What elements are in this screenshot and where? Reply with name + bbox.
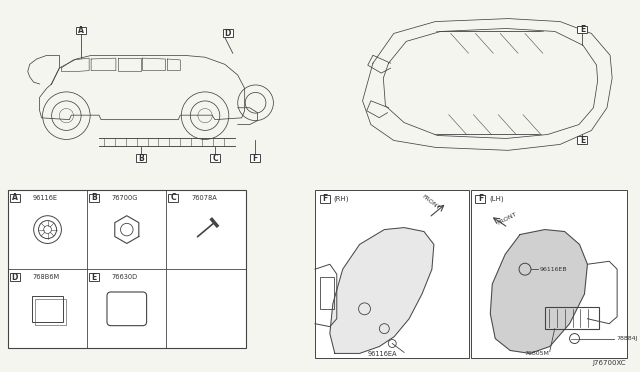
Text: 768B6M: 768B6M bbox=[33, 274, 60, 280]
Bar bbox=[476, 195, 485, 203]
Bar bbox=[32, 296, 63, 322]
Bar bbox=[76, 26, 86, 35]
Text: 76078A: 76078A bbox=[191, 195, 217, 201]
Text: (RH): (RH) bbox=[334, 196, 349, 202]
Text: 78884J: 78884J bbox=[616, 336, 637, 341]
Bar bbox=[320, 277, 334, 309]
Bar bbox=[210, 154, 220, 162]
Text: 96116EA: 96116EA bbox=[367, 352, 397, 357]
Bar bbox=[577, 137, 588, 144]
Text: (LH): (LH) bbox=[490, 196, 504, 202]
Text: B: B bbox=[138, 154, 143, 163]
Text: D: D bbox=[12, 273, 18, 282]
Bar bbox=[8, 190, 246, 349]
Text: J76700XC: J76700XC bbox=[593, 360, 626, 366]
Text: C: C bbox=[170, 193, 176, 202]
Text: 96116EB: 96116EB bbox=[540, 267, 568, 272]
Text: E: E bbox=[580, 25, 585, 34]
Text: 76700G: 76700G bbox=[112, 195, 138, 201]
Bar bbox=[89, 194, 99, 202]
Polygon shape bbox=[490, 230, 588, 353]
Text: E: E bbox=[92, 273, 97, 282]
Text: 96116E: 96116E bbox=[33, 195, 58, 201]
Bar bbox=[10, 194, 20, 202]
Text: B: B bbox=[92, 193, 97, 202]
Text: E: E bbox=[580, 136, 585, 145]
Bar bbox=[250, 154, 260, 162]
Text: 76805M: 76805M bbox=[524, 352, 549, 356]
Bar bbox=[315, 190, 468, 358]
Text: F: F bbox=[323, 195, 328, 203]
Bar bbox=[470, 190, 627, 358]
Polygon shape bbox=[330, 228, 434, 353]
Text: 76630D: 76630D bbox=[112, 274, 138, 280]
Text: A: A bbox=[78, 26, 84, 35]
Bar bbox=[136, 154, 146, 162]
Text: F: F bbox=[252, 154, 257, 163]
Text: A: A bbox=[12, 193, 18, 202]
Bar bbox=[545, 307, 599, 328]
Bar bbox=[223, 29, 233, 38]
Text: FRONT: FRONT bbox=[496, 211, 518, 226]
Bar bbox=[89, 273, 99, 281]
Bar bbox=[168, 194, 179, 202]
Text: FRONT: FRONT bbox=[421, 193, 441, 211]
Bar bbox=[35, 299, 67, 325]
Text: F: F bbox=[478, 195, 483, 203]
Bar bbox=[10, 273, 20, 281]
Text: C: C bbox=[212, 154, 218, 163]
Bar bbox=[577, 26, 588, 33]
Text: D: D bbox=[225, 29, 231, 38]
Bar bbox=[320, 195, 330, 203]
